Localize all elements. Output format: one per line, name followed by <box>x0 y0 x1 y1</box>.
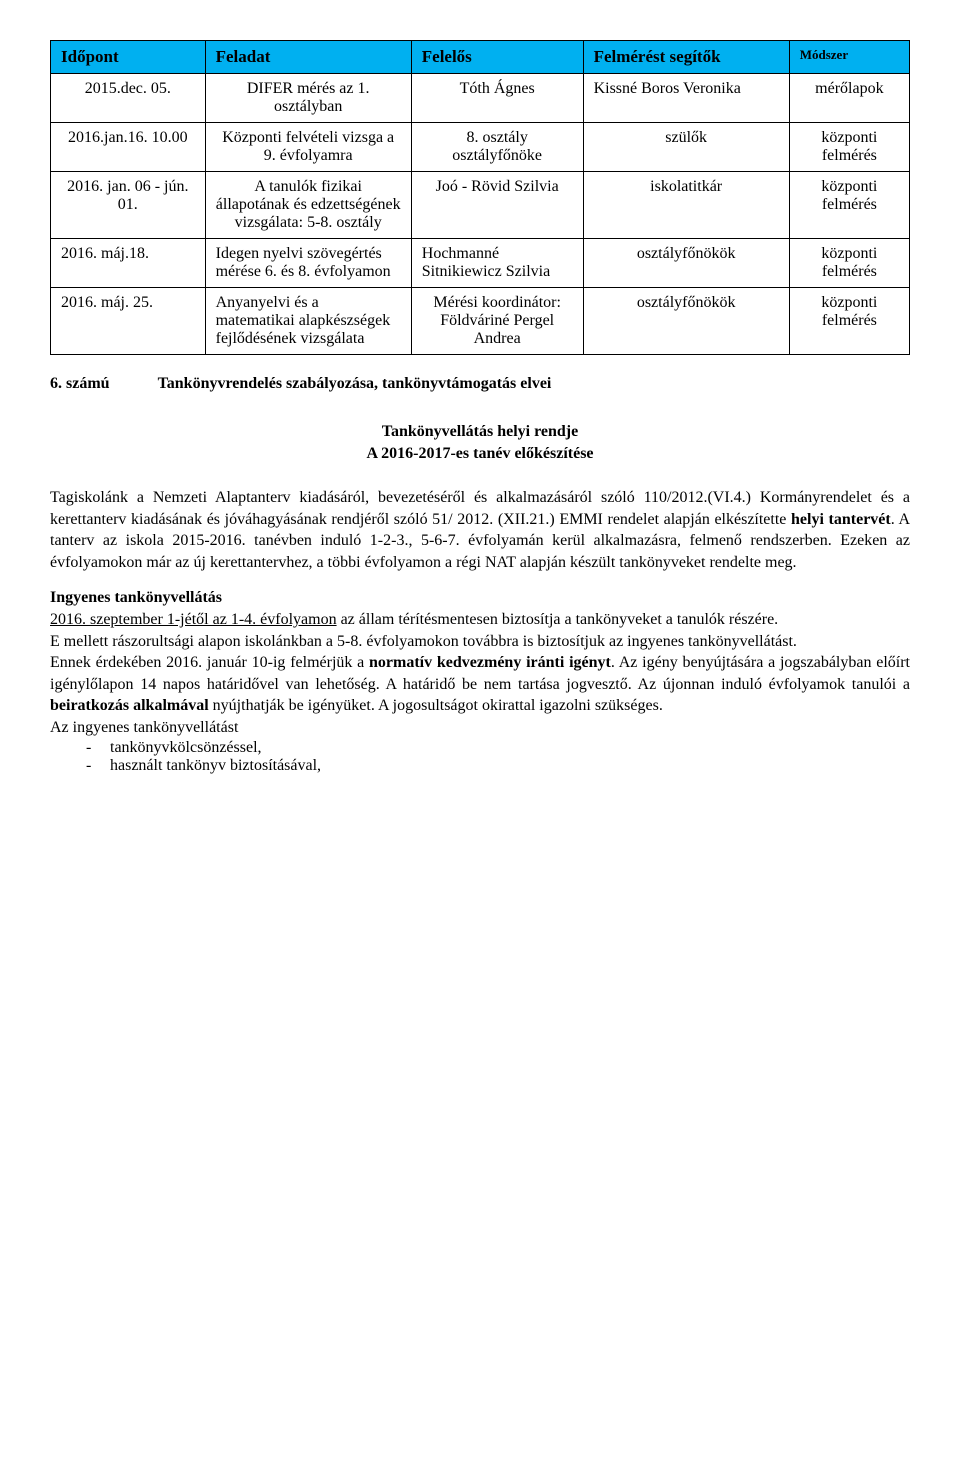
sub1-line2: E mellett rászorultsági alapon iskolánkb… <box>50 631 910 653</box>
numbered-title: Tankönyvrendelés szabályozása, tankönyvt… <box>158 375 552 392</box>
cell-idopont: 2016.jan.16. 10.00 <box>51 123 206 172</box>
cell-felelos: 8. osztály osztályfőnöke <box>411 123 583 172</box>
cell-idopont: 2016. jan. 06 - jún. 01. <box>51 172 206 239</box>
dash-list: tankönyvkölcsönzéssel, használt tankönyv… <box>50 739 910 775</box>
cell-idopont: 2016. máj. 25. <box>51 288 206 355</box>
list-item: használt tankönyv biztosításával, <box>110 757 910 775</box>
sub1-line3a: Ennek érdekében 2016. január 10-ig felmé… <box>50 654 369 671</box>
cell-felelos: Joó - Rövid Szilvia <box>411 172 583 239</box>
sub1-line1-u: 2016. szeptember 1-jétől az 1-4. évfolya… <box>50 611 337 628</box>
sub1-line1: 2016. szeptember 1-jétől az 1-4. évfolya… <box>50 609 910 631</box>
table-row: 2016. máj.18. Idegen nyelvi szövegértés … <box>51 239 910 288</box>
cell-feladat: Központi felvételi vizsga a 9. évfolyamr… <box>205 123 411 172</box>
th-feladat: Feladat <box>205 41 411 74</box>
cell-feladat: Anyanyelvi és a matematikai alapkészsége… <box>205 288 411 355</box>
sub1-line3-bold2: beiratkozás alkalmával <box>50 697 209 714</box>
th-segitok: Felmérést segítők <box>583 41 789 74</box>
cell-modszer: mérőlapok <box>789 74 909 123</box>
sub1-title: Ingyenes tankönyvellátás <box>50 587 910 609</box>
schedule-table: Időpont Feladat Felelős Felmérést segítő… <box>50 40 910 355</box>
sub1-line3: Ennek érdekében 2016. január 10-ig felmé… <box>50 652 910 717</box>
cell-modszer: központi felmérés <box>789 172 909 239</box>
cell-idopont: 2016. máj.18. <box>51 239 206 288</box>
cell-modszer: központi felmérés <box>789 239 909 288</box>
paragraph-1: Tagiskolánk a Nemzeti Alaptanterv kiadás… <box>50 487 910 573</box>
numbered-section: 6. számú Tankönyvrendelés szabályozása, … <box>50 375 910 393</box>
table-row: 2015.dec. 05. DIFER mérés az 1. osztályb… <box>51 74 910 123</box>
th-idopont: Időpont <box>51 41 206 74</box>
heading-2: A 2016-2017-es tanév előkészítése <box>50 445 910 463</box>
table-row: 2016. máj. 25. Anyanyelvi és a matematik… <box>51 288 910 355</box>
cell-idopont: 2015.dec. 05. <box>51 74 206 123</box>
cell-feladat: A tanulók fizikai állapotának és edzetts… <box>205 172 411 239</box>
sub1-line1-rest: az állam térítésmentesen biztosítja a ta… <box>337 611 779 628</box>
table-row: 2016.jan.16. 10.00 Központi felvételi vi… <box>51 123 910 172</box>
cell-segitok: osztályfőnökök <box>583 239 789 288</box>
cell-modszer: központi felmérés <box>789 288 909 355</box>
numbered-num: 6. számú <box>50 375 110 392</box>
cell-feladat: DIFER mérés az 1. osztályban <box>205 74 411 123</box>
para1-a: Tagiskolánk a Nemzeti Alaptanterv kiadás… <box>50 489 910 528</box>
cell-felelos: Mérési koordinátor: Földváriné Pergel An… <box>411 288 583 355</box>
th-modszer: Módszer <box>789 41 909 74</box>
sub1-line3-bold: normatív kedvezmény iránti igényt <box>369 654 611 671</box>
para1-bold: helyi tantervét <box>791 511 891 528</box>
list-intro: Az ingyenes tankönyvellátást <box>50 717 910 739</box>
cell-segitok: osztályfőnökök <box>583 288 789 355</box>
sub1-line3c: nyújthatják be igényüket. A jogosultságo… <box>209 697 663 714</box>
cell-felelos: Hochmanné Sitnikiewicz Szilvia <box>411 239 583 288</box>
cell-felelos: Tóth Ágnes <box>411 74 583 123</box>
cell-segitok: szülők <box>583 123 789 172</box>
cell-modszer: központi felmérés <box>789 123 909 172</box>
cell-segitok: Kissné Boros Veronika <box>583 74 789 123</box>
cell-segitok: iskolatitkár <box>583 172 789 239</box>
th-felelos: Felelős <box>411 41 583 74</box>
heading-1: Tankönyvellátás helyi rendje <box>50 423 910 441</box>
table-row: 2016. jan. 06 - jún. 01. A tanulók fizik… <box>51 172 910 239</box>
list-item: tankönyvkölcsönzéssel, <box>110 739 910 757</box>
cell-feladat: Idegen nyelvi szövegértés mérése 6. és 8… <box>205 239 411 288</box>
